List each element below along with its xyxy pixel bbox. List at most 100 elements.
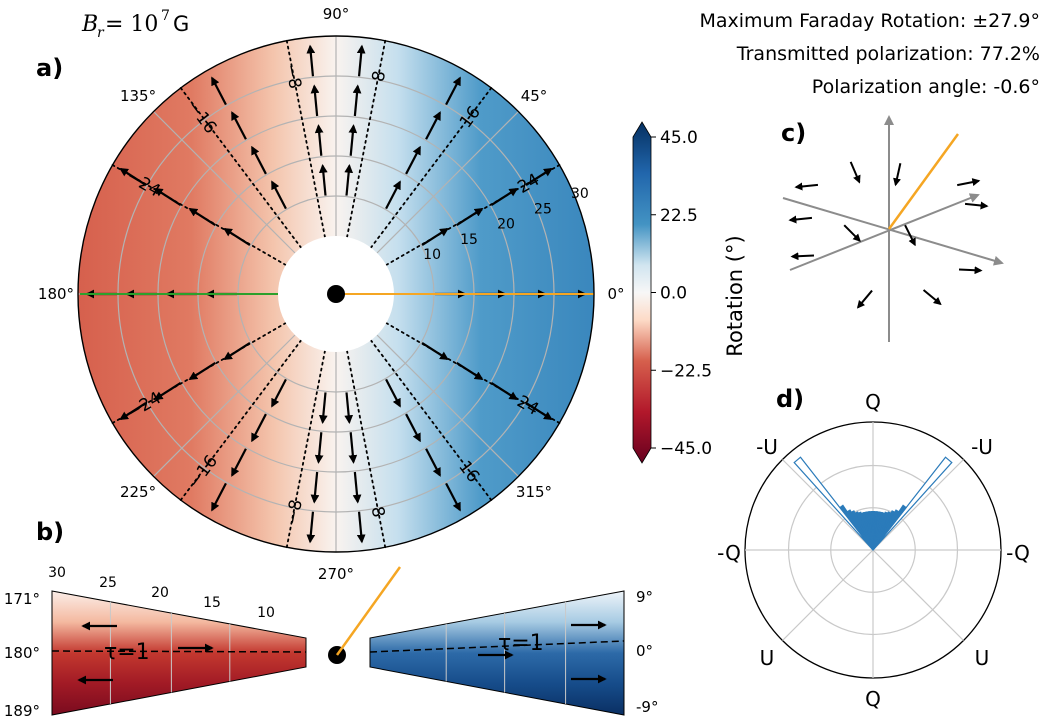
polarization-arrow: [344, 392, 354, 425]
polarization-arrow: [153, 187, 182, 207]
polarization-arrow: [490, 187, 519, 207]
histogram-grid-spoke: [782, 459, 874, 551]
polarization-arrow: [310, 471, 320, 504]
x-axis: [782, 197, 1004, 266]
angular-grid-line: [376, 111, 519, 254]
outer-boundary: [77, 35, 595, 553]
colorbar-tick-label: 0.0: [660, 284, 687, 304]
polarization-arrow: [271, 180, 287, 210]
histogram-angle-label: U: [975, 646, 990, 670]
wedge-radial-tick: 10: [257, 605, 275, 621]
wedge-grid: [109, 601, 567, 704]
wedge-angle-tick-right: 0°: [636, 642, 653, 660]
polarization-arrow: [188, 361, 216, 381]
polarization-arrow: [456, 361, 484, 381]
histogram-bar: [793, 456, 874, 551]
wedge-angle-tick-right: 9°: [636, 588, 653, 606]
angle-tick-label: 0°: [607, 285, 624, 303]
right-wedge: [369, 590, 625, 716]
tau-line-left: [51, 650, 307, 653]
field-exponent: 7: [161, 8, 170, 24]
polarization-arrow: [318, 392, 328, 425]
3d-arrow: [788, 215, 813, 224]
3d-arrow: [893, 163, 902, 187]
polarization-arrow: [231, 111, 247, 140]
polarization-arrow: [456, 207, 484, 227]
contour-label: 8: [369, 69, 391, 83]
colorbar-tick-label: 22.5: [660, 206, 698, 226]
radial-tick-label: 20: [497, 217, 515, 233]
3d-arrow: [790, 252, 815, 261]
polarization-arrow: [188, 207, 216, 227]
tau-line-right: [369, 640, 625, 653]
panel-label-a: a): [36, 54, 63, 82]
polarization-arrow: [211, 482, 227, 512]
field-subscript: r: [97, 25, 105, 41]
polarization-line-b: [335, 566, 402, 656]
colorbar-bar: [632, 121, 652, 464]
histogram-angle-label: U: [760, 646, 775, 670]
polarization-arrow: [119, 401, 147, 421]
panel-b-cross-section: τ=1 τ=1 30 25 20 15 10 171° 180° 189° 9° 0° -9°: [4, 565, 659, 720]
panel-label-b: b): [36, 518, 64, 546]
field-equals: = 10: [105, 12, 158, 37]
polarization-arrow: [348, 432, 358, 464]
y-axis: [789, 193, 980, 271]
polarization-direction: [887, 133, 960, 230]
polarization-arrow: [119, 167, 147, 187]
colorbar-tick-label: 45.0: [660, 128, 698, 148]
radial-tick-labels: 10 15 20 25 30: [423, 186, 589, 263]
polarization-arrow: [314, 432, 324, 464]
radial-tick-label: 30: [571, 186, 589, 202]
polarization-arrow: [231, 448, 247, 477]
contour-label: 8: [367, 505, 389, 519]
polarization-angle-text: Polarization angle: -0.6°: [812, 76, 1040, 98]
histogram-grid-spoke: [872, 459, 964, 551]
histogram-angle-label: Q: [865, 687, 881, 711]
polarization-arrow: [348, 124, 358, 156]
colorbar-tick-label: −45.0: [660, 439, 712, 459]
transmitted-text: Transmitted polarization: 77.2%: [736, 43, 1040, 65]
angle-tick-label: 225°: [120, 483, 156, 501]
polarization-arrow: [344, 163, 354, 196]
cross-section-arrows: [77, 620, 607, 685]
central-object: [327, 285, 345, 303]
histogram-angle-label: -U: [756, 435, 778, 459]
panel-c-3d-view: [782, 115, 1004, 342]
contour-label: −8: [280, 62, 304, 90]
polarization-arrow: [352, 471, 362, 504]
3d-arrow: [964, 201, 989, 210]
polarization-arrow: [525, 167, 553, 187]
polarization-arrow: [318, 163, 328, 196]
3d-arrow: [957, 178, 981, 187]
polarization-arrow: [306, 44, 316, 77]
wedge-radial-tick: 30: [48, 565, 66, 581]
field-unit: G: [173, 12, 189, 36]
polarization-arrow: [425, 111, 441, 140]
polarization-arrow: [421, 227, 449, 247]
3d-arrow: [904, 224, 916, 247]
polarization-arrow: [223, 227, 251, 247]
histogram-angle-label: -Q: [1006, 541, 1030, 565]
3d-arrow: [922, 289, 942, 306]
polarization-arrow: [385, 378, 401, 408]
histogram-bar: [872, 456, 953, 551]
histogram-angle-labels: Q -U -Q U Q U -Q -U: [717, 390, 1030, 711]
panel-label-c: c): [781, 119, 806, 147]
wedge-angle-tick-left: 171°: [4, 590, 40, 608]
polarization-arrow: [352, 84, 362, 117]
angular-grid-line: [153, 111, 296, 254]
max-rotation-text: Maximum Faraday Rotation: ±27.9°: [699, 10, 1040, 32]
polarization-arrow: [211, 76, 227, 106]
polarization-arrow: [306, 511, 316, 544]
cross-section-ticks: 30 25 20 15 10 171° 180° 189° 9° 0° -9°: [4, 565, 659, 720]
angular-grid-line: [153, 334, 296, 477]
wedge-angle-tick-left: 189°: [4, 702, 40, 720]
polarization-arrow: [405, 145, 421, 175]
polarization-arrow: [356, 44, 366, 77]
colorbar-label: Rotation (°): [723, 235, 747, 356]
panel-d-polar-histogram: Q -U -Q U Q U -Q -U: [717, 390, 1030, 711]
3d-arrow: [843, 224, 861, 242]
